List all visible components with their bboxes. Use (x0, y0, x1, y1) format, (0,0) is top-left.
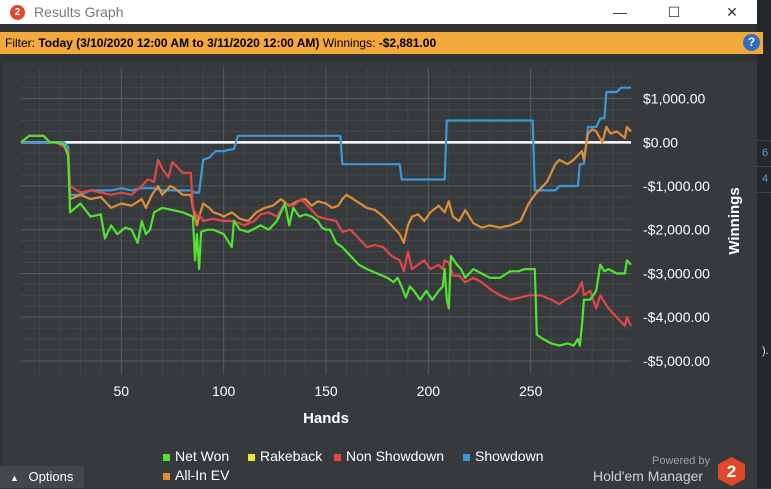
legend-showdown: Showdown (463, 448, 544, 464)
legend-label: Net Won (175, 448, 230, 464)
series-line-net-won (20, 134, 632, 347)
filter-bar: Filter: Today (3/10/2020 12:00 AM to 3/1… (0, 32, 763, 54)
results-chart: 50 100 150 200 250 $1,000.00 $0.00 -$1,000.00 -$… (20, 68, 743, 427)
legend-label: Rakeback (260, 448, 323, 464)
holdem-manager-logo-icon: 2 (718, 457, 745, 486)
legend-swatch (163, 472, 170, 480)
strip-value: 4 (762, 173, 769, 185)
legend-non-showdown: Non Showdown (334, 448, 444, 464)
winnings-value: -$2,881.00 (378, 36, 437, 50)
legend-net-won: Net Won (163, 448, 229, 464)
winnings-label: Winnings: (322, 36, 376, 50)
legend-swatch (248, 453, 255, 461)
series-line-non-showdown (20, 134, 632, 327)
legend-swatch (463, 453, 470, 461)
x-tick-label: 150 (314, 383, 338, 399)
options-button[interactable]: ▲ Options (0, 466, 84, 488)
close-button[interactable]: ✕ (726, 4, 738, 20)
title-bar: 2 Results Graph — ☐ ✕ (0, 0, 757, 24)
legend-rakeback: Rakeback (248, 448, 322, 464)
strip-value: ). (762, 345, 769, 357)
strip-divider (757, 140, 771, 141)
app-logo-icon: 2 (10, 5, 25, 20)
y-tick-label: -$5,000.00 (643, 353, 710, 369)
y-tick-label: $1,000.00 (643, 91, 705, 107)
strip-divider (757, 192, 771, 193)
y-tick-label: $0.00 (643, 134, 678, 150)
expand-arrow-icon: ▲ (10, 473, 19, 483)
legend-label: Showdown (475, 448, 544, 464)
strip-divider (757, 166, 771, 167)
y-tick-label: -$3,000.00 (643, 265, 710, 281)
options-label: Options (28, 469, 74, 484)
minimize-button[interactable]: — (613, 4, 627, 20)
y-tick-label: -$1,000.00 (643, 178, 710, 194)
strip-value: 6 (762, 147, 769, 159)
legend-all-in-ev: All-In EV (163, 467, 229, 483)
series-line-all-in-ev (20, 125, 632, 244)
window-title: Results Graph (34, 4, 124, 20)
x-tick-label: 100 (212, 383, 236, 399)
y-tick-label: -$4,000.00 (643, 309, 710, 325)
filter-label: Filter: (5, 36, 35, 50)
y-axis-title: Winnings (726, 187, 743, 254)
background-window-strip (757, 0, 771, 488)
y-tick-label: -$2,000.00 (643, 222, 710, 238)
legend-swatch (334, 453, 341, 461)
x-axis-title: Hands (303, 410, 349, 427)
help-icon[interactable]: ? (743, 34, 760, 51)
x-tick-label: 200 (417, 383, 441, 399)
filter-summary: Filter: Today (3/10/2020 12:00 AM to 3/1… (5, 32, 436, 54)
maximize-button[interactable]: ☐ (667, 4, 681, 20)
legend-label: All-In EV (175, 467, 230, 483)
x-tick-label: 250 (519, 383, 543, 399)
x-tick-label: 50 (114, 383, 130, 399)
filter-date-range: Today (3/10/2020 12:00 AM to 3/11/2020 1… (38, 36, 320, 50)
legend-label: Non Showdown (346, 448, 445, 464)
legend-swatch (163, 453, 170, 461)
powered-by-text: Powered by (652, 455, 711, 467)
product-name: Hold'em Manager (593, 468, 704, 484)
chart-panel: 50 100 150 200 250 $1,000.00 $0.00 -$1,000.00 -$… (3, 62, 757, 488)
